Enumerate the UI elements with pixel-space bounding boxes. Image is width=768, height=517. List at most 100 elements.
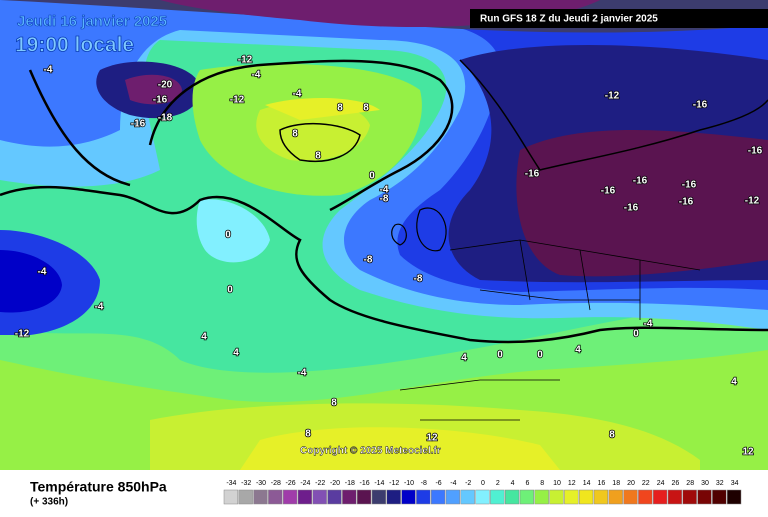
contour-label: 4: [201, 332, 207, 343]
contour-label: -4: [38, 267, 47, 278]
legend-label: 26: [672, 480, 680, 487]
contour-label: -12: [745, 196, 760, 207]
legend-label: 4: [511, 480, 515, 487]
contour-label: 0: [633, 329, 639, 340]
contour-labels: -4-20-16-16-18-12-4-12-48 8880-4-8-16-16-…: [14, 54, 763, 459]
contour-label: -12: [230, 95, 245, 106]
contour-label: 0: [369, 171, 375, 182]
coastlines: [0, 59, 768, 344]
legend-label: 8: [540, 480, 544, 487]
contour-label: -16: [624, 203, 639, 214]
legend-label: -32: [241, 480, 251, 487]
legend-label: 10: [553, 480, 561, 487]
footer-lead: (+ 336h): [30, 497, 68, 508]
legend-swatch: [460, 489, 475, 505]
contour-label: -16: [153, 95, 168, 106]
run-info: Run GFS 18 Z du Jeudi 2 janvier 2025: [480, 14, 658, 25]
contour-label: 12: [742, 447, 754, 458]
legend-swatch: [593, 489, 609, 505]
contour-label: -16: [525, 169, 540, 180]
contour-label: 8: [305, 429, 311, 440]
legend-swatch: [682, 489, 697, 505]
contour-label: -8: [414, 274, 423, 285]
contour-label: -12: [238, 55, 253, 66]
contour-label: -12: [15, 329, 30, 340]
legend-label: -4: [450, 480, 456, 487]
contour-label: -4: [644, 319, 653, 330]
contour-label: -4: [44, 65, 53, 76]
legend-label: 32: [716, 480, 724, 487]
legend-label: -22: [315, 480, 325, 487]
legend-swatch: [223, 489, 239, 505]
legend-swatch: [504, 489, 520, 505]
legend-swatch: [401, 489, 416, 505]
contour-label: 4: [233, 348, 239, 359]
contour-label: 8: [609, 430, 615, 441]
contour-label: -4: [95, 302, 104, 313]
contour-label: -12: [605, 91, 620, 102]
legend-swatch: [564, 489, 579, 505]
contour-label: 0: [537, 350, 543, 361]
contour-label: -8: [380, 194, 389, 205]
legend-label: 0: [481, 480, 485, 487]
contour-label: -16: [131, 119, 146, 130]
legend-label: 22: [642, 480, 650, 487]
contour-label: 8: [363, 103, 369, 114]
legend-swatch: [386, 489, 401, 505]
legend-label: 20: [627, 480, 635, 487]
legend-swatch: [697, 489, 712, 505]
legend-swatch: [356, 489, 372, 505]
color-legend: -34 -32 -30 -28 -26 -24 -22 -20 -18 -16 -14 -12 -10-…: [223, 480, 742, 505]
contour-label: 0: [225, 230, 231, 241]
legend-label: 30: [701, 480, 709, 487]
legend-swatch: [297, 489, 313, 505]
legend-swatch: [519, 489, 535, 505]
legend-swatch: [490, 489, 505, 505]
run-box: [470, 9, 768, 28]
legend-swatch: [623, 489, 638, 505]
borders: [399, 239, 701, 421]
legend-swatch: [327, 489, 342, 505]
legend-label: 34: [731, 480, 739, 487]
contour-label: 8: [331, 398, 337, 409]
legend-swatch: [578, 489, 594, 505]
contour-label: 4: [461, 353, 467, 364]
contour-label: -16: [633, 176, 648, 187]
forecast-time: 19:00 locale: [15, 34, 134, 57]
legend-swatch: [342, 489, 357, 505]
contour-label: -16: [693, 100, 708, 111]
legend-swatch: [430, 489, 446, 505]
legend-label: -30: [256, 480, 266, 487]
contour-label: -4: [252, 70, 261, 81]
contour-label: 8: [315, 151, 321, 162]
contour-label: -8: [364, 255, 373, 266]
contour-label: -16: [682, 180, 697, 191]
forecast-date: Jeudi 16 janvier 2025: [17, 13, 167, 30]
map-field: [0, 0, 768, 470]
legend-label: 16: [598, 480, 606, 487]
contour-label: -16: [679, 197, 694, 208]
contour-label: 0: [497, 350, 503, 361]
legend-label: 6: [525, 480, 529, 487]
legend-label: -2: [465, 480, 471, 487]
legend-label: -20: [330, 480, 340, 487]
legend-label: -34: [226, 480, 236, 487]
legend-swatch: [534, 489, 549, 505]
contour-label: 8: [292, 129, 298, 140]
legend-swatch: [371, 489, 387, 505]
contour-label: -16: [601, 186, 616, 197]
legend-swatch: [652, 489, 668, 505]
legend-swatch: [253, 489, 268, 505]
legend-label: -10: [404, 480, 414, 487]
legend-label: -8: [421, 480, 427, 487]
legend-label: -24: [300, 480, 310, 487]
legend-swatch: [608, 489, 623, 505]
contour-label: -16: [748, 146, 763, 157]
contour-label: 4: [575, 345, 581, 356]
legend-label: 24: [657, 480, 665, 487]
legend-label: -12: [389, 480, 399, 487]
contour-label: 4: [731, 377, 737, 388]
legend-swatch: [445, 489, 461, 505]
legend-swatch: [268, 489, 283, 505]
